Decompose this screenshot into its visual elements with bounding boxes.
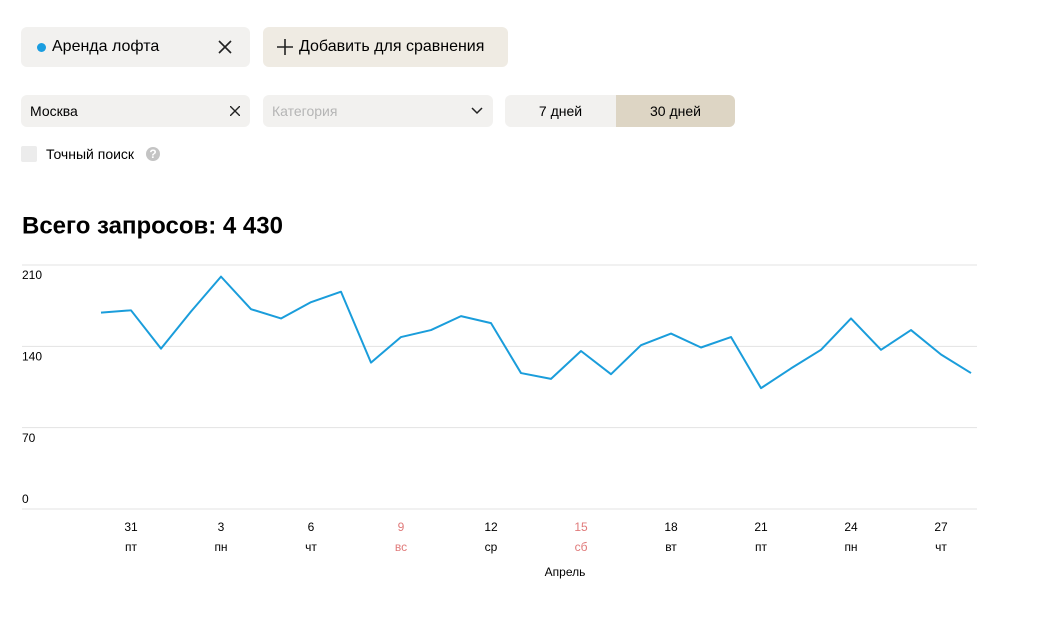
x-tick-weekday: вс [395, 540, 407, 554]
x-tick-weekday: ср [485, 540, 498, 554]
x-axis-label: Апрель [545, 565, 586, 579]
x-tick-label: 15 [574, 520, 588, 534]
x-tick-label: 12 [484, 520, 498, 534]
series-line [100, 275, 972, 390]
x-tick-weekday: сб [575, 540, 588, 554]
remove-icon[interactable] [218, 40, 232, 54]
add-compare-button[interactable]: Добавить для сравнения [263, 27, 508, 67]
region-text: Москва [30, 103, 78, 119]
y-tick-label: 140 [22, 350, 42, 364]
x-tick-label: 27 [934, 520, 948, 534]
x-tick-weekday: пт [125, 540, 137, 554]
x-tick-label: 3 [218, 520, 225, 534]
query-chip[interactable]: Аренда лофта [21, 27, 250, 67]
region-input[interactable]: Москва [21, 95, 250, 127]
category-select[interactable]: Категория [263, 95, 493, 127]
y-tick-label: 210 [22, 268, 42, 282]
add-compare-text: Добавить для сравнения [299, 38, 485, 55]
category-placeholder: Категория [272, 103, 338, 119]
y-tick-label: 0 [22, 492, 29, 506]
y-tick-label: 70 [22, 431, 36, 445]
period-text: 30 дней [650, 103, 701, 119]
period-option-selected[interactable]: 30 дней [616, 95, 735, 127]
chevron-icon [471, 107, 483, 115]
help-icon[interactable]: ? [146, 147, 160, 161]
exact-label[interactable]: Точный поиск [46, 146, 134, 162]
period-text: 7 дней [538, 103, 583, 119]
x-tick-label: 18 [664, 520, 678, 534]
clear-icon[interactable] [230, 106, 240, 116]
query-text: Аренда лофта [52, 38, 160, 55]
exact-text: Точный поиск [46, 146, 135, 162]
x-tick-weekday: вт [665, 540, 677, 554]
exact-checkbox[interactable] [21, 146, 37, 162]
chart-title: Всего запросов: 4 430 [22, 212, 283, 239]
x-tick-weekday: пт [755, 540, 767, 554]
x-tick-label: 6 [308, 520, 315, 534]
x-tick-weekday: чт [935, 540, 947, 554]
x-tick-weekday: пн [214, 540, 227, 554]
query-dot [37, 42, 46, 52]
x-tick-weekday: чт [305, 540, 317, 554]
plus-icon [277, 39, 293, 55]
x-tick-label: 9 [398, 520, 405, 534]
x-tick-label: 24 [844, 520, 858, 534]
svg-text:?: ? [149, 147, 156, 161]
x-tick-label: 21 [754, 520, 768, 534]
x-tick-weekday: пн [844, 540, 857, 554]
period-option[interactable]: 7 дней [505, 95, 616, 127]
x-tick-label: 31 [124, 520, 138, 534]
